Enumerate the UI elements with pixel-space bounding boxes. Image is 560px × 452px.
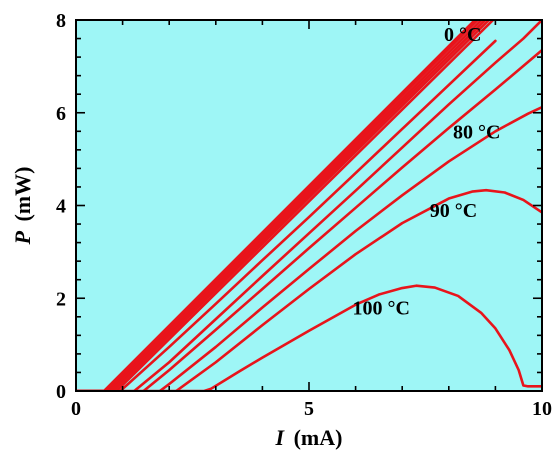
y-axis-label-var: P (10, 230, 35, 245)
series-line-6 (76, 20, 495, 391)
tick-labels-group: 0 5 10 0 2 4 6 8 (56, 10, 552, 420)
curve-temperature-label: 80 °C (453, 121, 500, 143)
series-line-11 (174, 188, 542, 391)
x-tick-label: 0 (71, 398, 81, 420)
plot-area-background (76, 20, 542, 391)
x-axis-label-unit: (mA) (294, 425, 343, 450)
series-line-1 (76, 20, 477, 391)
y-tick-label: 4 (56, 196, 66, 218)
curve-temperature-label: 100 °C (353, 297, 410, 319)
series-line-12 (93, 284, 542, 391)
x-axis-label-var: I (275, 425, 286, 450)
series-line-4 (76, 20, 487, 391)
series-line-2 (76, 20, 479, 391)
y-tick-label: 8 (56, 10, 66, 32)
y-tick-label: 0 (56, 381, 66, 403)
x-tick-label: 5 (304, 398, 314, 420)
y-axis-label-unit: (mW) (10, 167, 35, 222)
y-tick-label: 2 (56, 288, 66, 310)
series-line-9 (142, 48, 542, 391)
plot-frame (75, 19, 543, 392)
series-line-10 (158, 105, 542, 391)
x-axis-label: I (mA) (275, 425, 343, 450)
series-line-3 (76, 20, 483, 391)
curves-group (76, 20, 542, 391)
series-line-5 (76, 20, 491, 391)
x-tick-label: 10 (532, 398, 552, 420)
curve-temperature-label: 0 °C (444, 24, 481, 46)
series-line-8 (132, 20, 542, 391)
y-axis-label: P (mW) (10, 167, 35, 246)
series-line-7 (118, 39, 497, 391)
curve-temperature-label: 90 °C (430, 200, 477, 222)
y-tick-label: 6 (56, 103, 66, 125)
annotations-group: 0 °C 80 °C 90 °C 100 °C (353, 24, 501, 320)
